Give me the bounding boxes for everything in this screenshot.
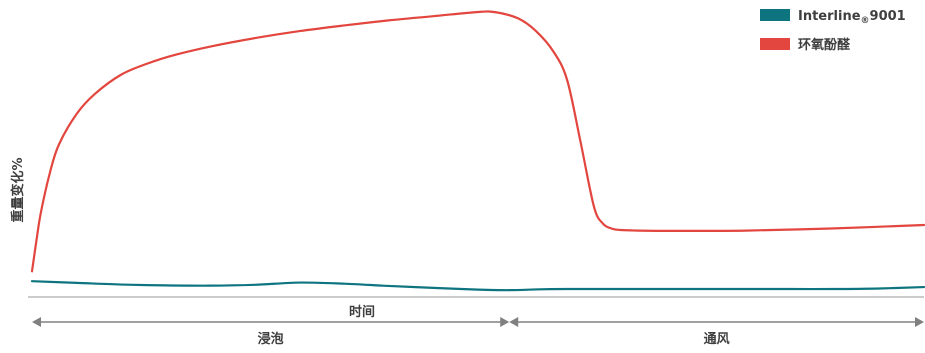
- phase-1: 通风: [509, 317, 924, 347]
- legend-label-main-1: 环氧酚醛: [798, 37, 851, 53]
- legend-label-suffix-0: 9001: [870, 9, 906, 24]
- phase-arrow-left-0: [32, 317, 41, 327]
- phase-arrow-left-1: [509, 317, 519, 327]
- legend-entry-0: Interline®9001: [760, 9, 906, 26]
- phase-label-0: 浸泡: [258, 331, 284, 347]
- legend-label-sub-0: ®: [861, 16, 870, 26]
- series-group: [30, 10, 925, 292]
- legend-swatch-1: [760, 38, 790, 50]
- legend-label-1: 环氧酚醛: [798, 37, 851, 53]
- phase-0: 浸泡: [32, 317, 510, 347]
- series-line-1: [30, 10, 925, 273]
- phase-indicators: 浸泡 通风: [32, 317, 924, 347]
- legend-label-0: Interline®9001: [798, 9, 906, 26]
- series-line-0: [30, 280, 925, 292]
- legend-entry-1: 环氧酚醛: [760, 37, 851, 53]
- phase-arrow-right-0: [500, 317, 510, 327]
- x-axis-label: 时间: [349, 304, 375, 320]
- y-axis-label: 重量变化%: [10, 157, 26, 222]
- phase-arrow-right-1: [915, 317, 924, 327]
- legend-label-main-0: Interline: [798, 9, 861, 24]
- phase-label-1: 通风: [704, 331, 730, 347]
- legend-swatch-0: [760, 9, 790, 21]
- legend: Interline®9001 环氧酚醛: [760, 9, 906, 53]
- axes: 时间 重量变化%: [10, 157, 924, 320]
